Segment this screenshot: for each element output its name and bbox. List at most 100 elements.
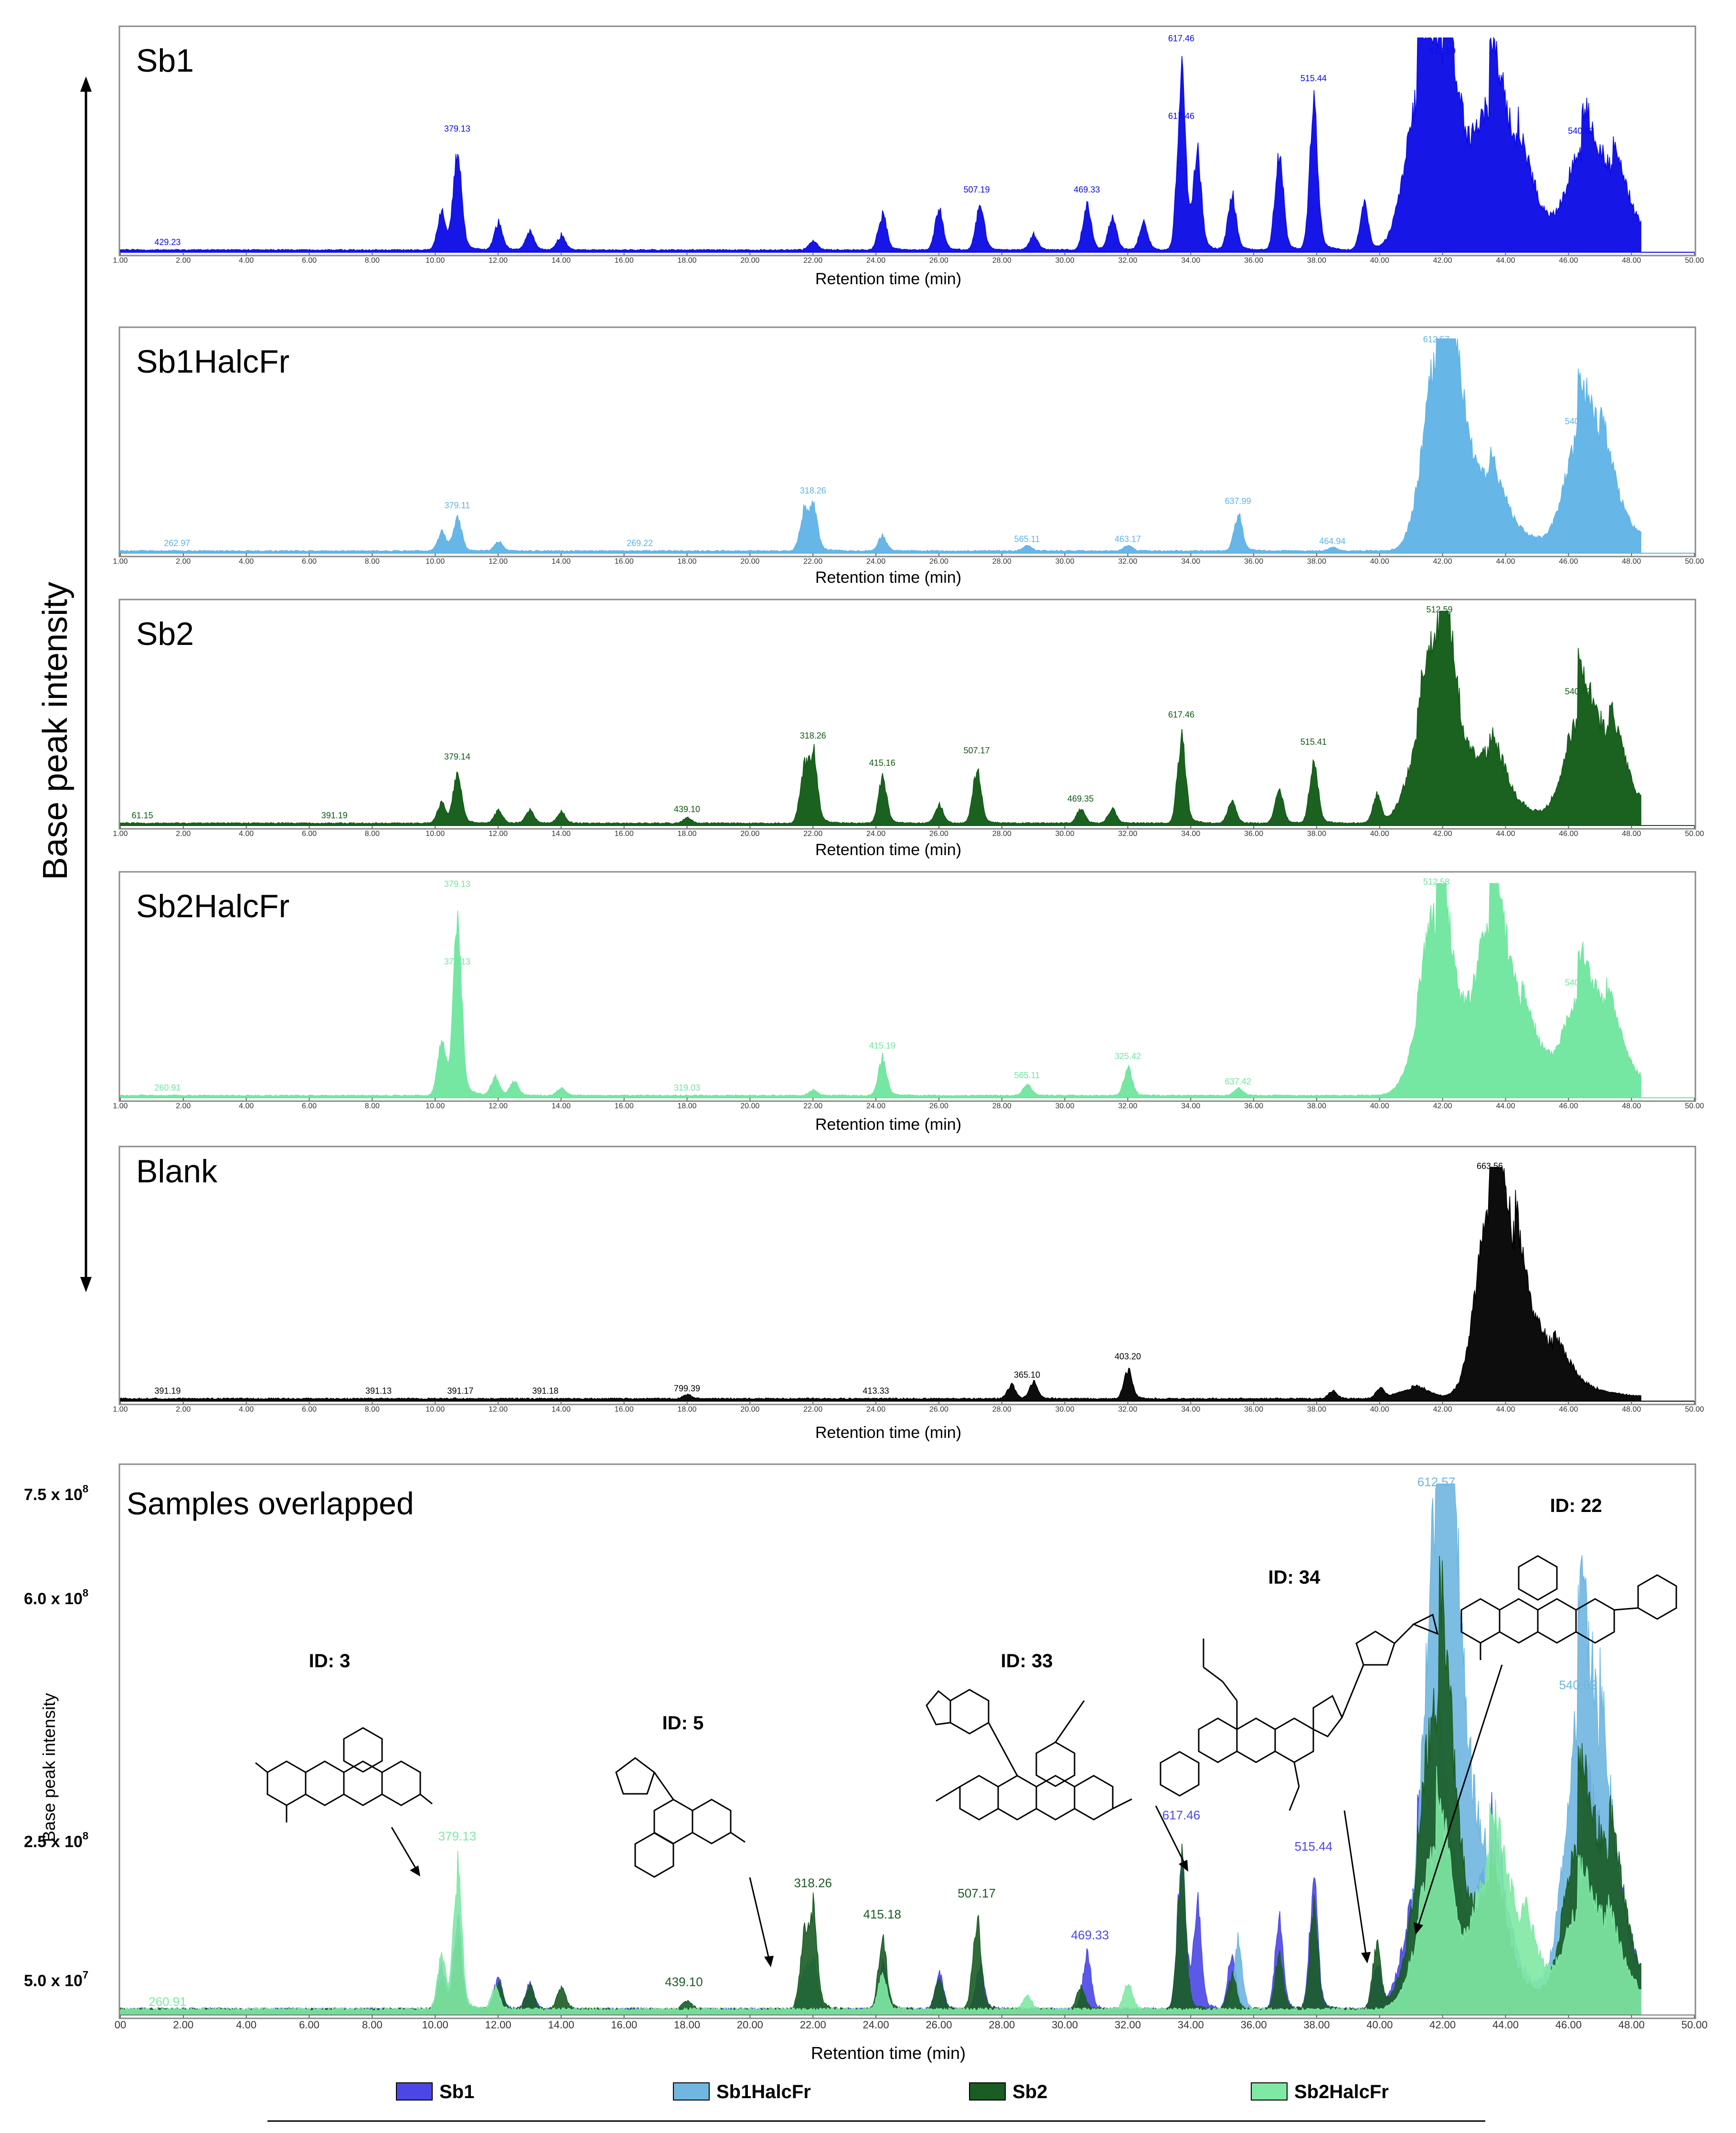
x-tick-label: 48.00 <box>1622 257 1641 265</box>
x-tick-label: 36.00 <box>1244 257 1263 265</box>
x-tick-label: 40.00 <box>1366 2019 1393 2031</box>
legend-swatch <box>396 2082 433 2101</box>
x-tick-label: 8.00 <box>365 830 380 838</box>
panel-sb2: Sb2 1.00 2.00 4.00 6.00 8.00 10.00 12.00 14.00 1… <box>113 599 1704 859</box>
x-tick-label: 48.00 <box>1622 1102 1641 1110</box>
x-tick-label: 38.00 <box>1307 1405 1326 1414</box>
x-tick-label: 44.00 <box>1496 1102 1515 1110</box>
x-tick-label: 40.00 <box>1370 830 1389 838</box>
x-tick-label: 34.00 <box>1178 2019 1204 2031</box>
x-tick-label: 44.00 <box>1492 2019 1519 2031</box>
series-trace-sb1halcfr <box>120 338 1641 554</box>
legend-label: Sb2HalcFr <box>1294 2081 1389 2102</box>
x-tick-label: 18.00 <box>678 557 697 566</box>
legend-label: Sb1 <box>439 2081 474 2102</box>
x-tick-label: 6.00 <box>302 557 317 566</box>
panel-title: Blank <box>136 1153 218 1190</box>
x-tick-label: 1.00 <box>113 1405 128 1414</box>
x-tick-label: 18.00 <box>674 2019 700 2031</box>
x-tick-label: 30.00 <box>1052 2019 1078 2031</box>
x-tick-label: 42.00 <box>1433 557 1452 566</box>
arrow-line <box>1343 1810 1367 1954</box>
peak-label: 365.10 <box>1014 1370 1040 1380</box>
x-tick-label: 18.00 <box>678 257 697 265</box>
legend-swatch <box>673 2082 710 2101</box>
series-trace-sb2halcfr <box>120 883 1641 1098</box>
y-tick-label: 7.5 x 108 <box>24 1483 88 1504</box>
series-trace-sb2halcfr <box>120 1766 1641 2015</box>
peak-label: 403.20 <box>1115 1351 1141 1361</box>
x-tick-label: 18.00 <box>678 1405 697 1414</box>
x-axis-label: Retention time (min) <box>815 270 961 288</box>
x-tick-label: 42.00 <box>1433 1405 1452 1414</box>
peak-label: 379.11 <box>444 501 470 510</box>
x-tick-label: 16.00 <box>615 1405 634 1414</box>
peak-label: 391.18 <box>532 1386 558 1395</box>
compound-label: ID: 34 <box>1268 1567 1321 1588</box>
peak-label: 469.35 <box>1067 794 1094 804</box>
peak-label: 379.13 <box>444 124 470 134</box>
x-tick-label: 14.00 <box>552 1405 571 1414</box>
arrow-head <box>764 1956 774 1967</box>
x-tick-label: 4.00 <box>236 2019 256 2031</box>
peak-label: 540.64 <box>1565 978 1591 987</box>
x-tick-label: 14.00 <box>552 557 571 566</box>
x-tick-label: 10.00 <box>426 1405 445 1414</box>
panel-title: Sb1 <box>136 43 194 79</box>
x-tick-label: 42.00 <box>1433 1102 1452 1110</box>
peak-label: 391.17 <box>447 1386 473 1395</box>
x-tick-label: 30.00 <box>1055 1102 1075 1110</box>
x-tick-label: 6.00 <box>302 1102 317 1110</box>
legend-label: Sb2 <box>1012 2081 1047 2102</box>
y-tick-exponent: 8 <box>83 1587 88 1599</box>
x-tick-label: 34.00 <box>1181 1102 1200 1110</box>
panel-title: Sb2HalcFr <box>136 888 289 924</box>
legend-label: Sb1HalcFr <box>716 2081 811 2102</box>
x-tick-label: 24.00 <box>866 830 885 838</box>
x-tick-label: 40.00 <box>1370 1405 1389 1414</box>
peak-label: 318.26 <box>794 1876 832 1890</box>
x-tick-label: 8.00 <box>365 1102 380 1110</box>
peak-label: 515.44 <box>1295 1839 1333 1854</box>
panel-blank: Blank 1.00 2.00 4.00 6.00 8.00 10.00 12.00 14.0… <box>113 1146 1704 1442</box>
x-tick-label: 10.00 <box>426 257 445 265</box>
x-tick-label: 16.00 <box>615 830 634 838</box>
arrow-line <box>749 1877 770 1959</box>
x-tick-label: 00 <box>115 2019 126 2031</box>
panel-sb1: Sb1 1.00 2.00 4.00 6.00 8.00 10.00 12.00 14.00 1… <box>113 25 1704 288</box>
x-tick-label: 4.00 <box>239 1102 254 1110</box>
panel-sb2halcfr: Sb2HalcFr 1.00 2.00 4.00 6.00 8.00 10.00 12.00… <box>113 871 1704 1134</box>
compound-label: ID: 3 <box>309 1651 351 1672</box>
x-tick-label: 36.00 <box>1244 830 1263 838</box>
x-axis-label: Retention time (min) <box>811 2043 966 2063</box>
x-tick-label: 30.00 <box>1055 557 1075 566</box>
x-tick-label: 36.00 <box>1244 557 1263 566</box>
peak-label: 565.11 <box>1014 534 1040 544</box>
structure-drawing <box>255 1727 433 1822</box>
x-tick-label: 50.00 <box>1681 2019 1707 2031</box>
structure-drawing <box>926 1689 1132 1821</box>
x-tick-label: 24.00 <box>863 2019 889 2031</box>
peak-label: 464.94 <box>1319 536 1345 546</box>
peak-label: 429.23 <box>154 237 181 247</box>
x-tick-label: 16.00 <box>615 1102 634 1110</box>
x-tick-label: 1.00 <box>113 1102 128 1110</box>
x-tick-label: 14.00 <box>552 257 571 265</box>
y-tick-exponent: 8 <box>83 1830 88 1842</box>
peak-label: 439.10 <box>665 1975 703 1989</box>
x-tick-label: 42.00 <box>1433 830 1452 838</box>
compound-label: ID: 22 <box>1550 1495 1602 1516</box>
x-tick-label: 38.00 <box>1303 2019 1330 2031</box>
x-tick-label: 12.00 <box>489 1405 508 1414</box>
peak-label: 379.13 <box>444 879 470 889</box>
x-tick-label: 38.00 <box>1307 557 1326 566</box>
peak-label: 637.42 <box>1225 1077 1251 1086</box>
x-tick-label: 1.00 <box>113 257 128 265</box>
y-tick-exponent: 8 <box>83 1483 88 1495</box>
x-tick-label: 36.00 <box>1244 1102 1263 1110</box>
panel-frame <box>118 871 1696 1102</box>
legend-item-sb2: Sb2 <box>969 2081 1047 2102</box>
x-tick-label: 22.00 <box>803 1102 822 1110</box>
x-tick-label: 46.00 <box>1559 257 1578 265</box>
x-tick-label: 32.00 <box>1118 557 1137 566</box>
